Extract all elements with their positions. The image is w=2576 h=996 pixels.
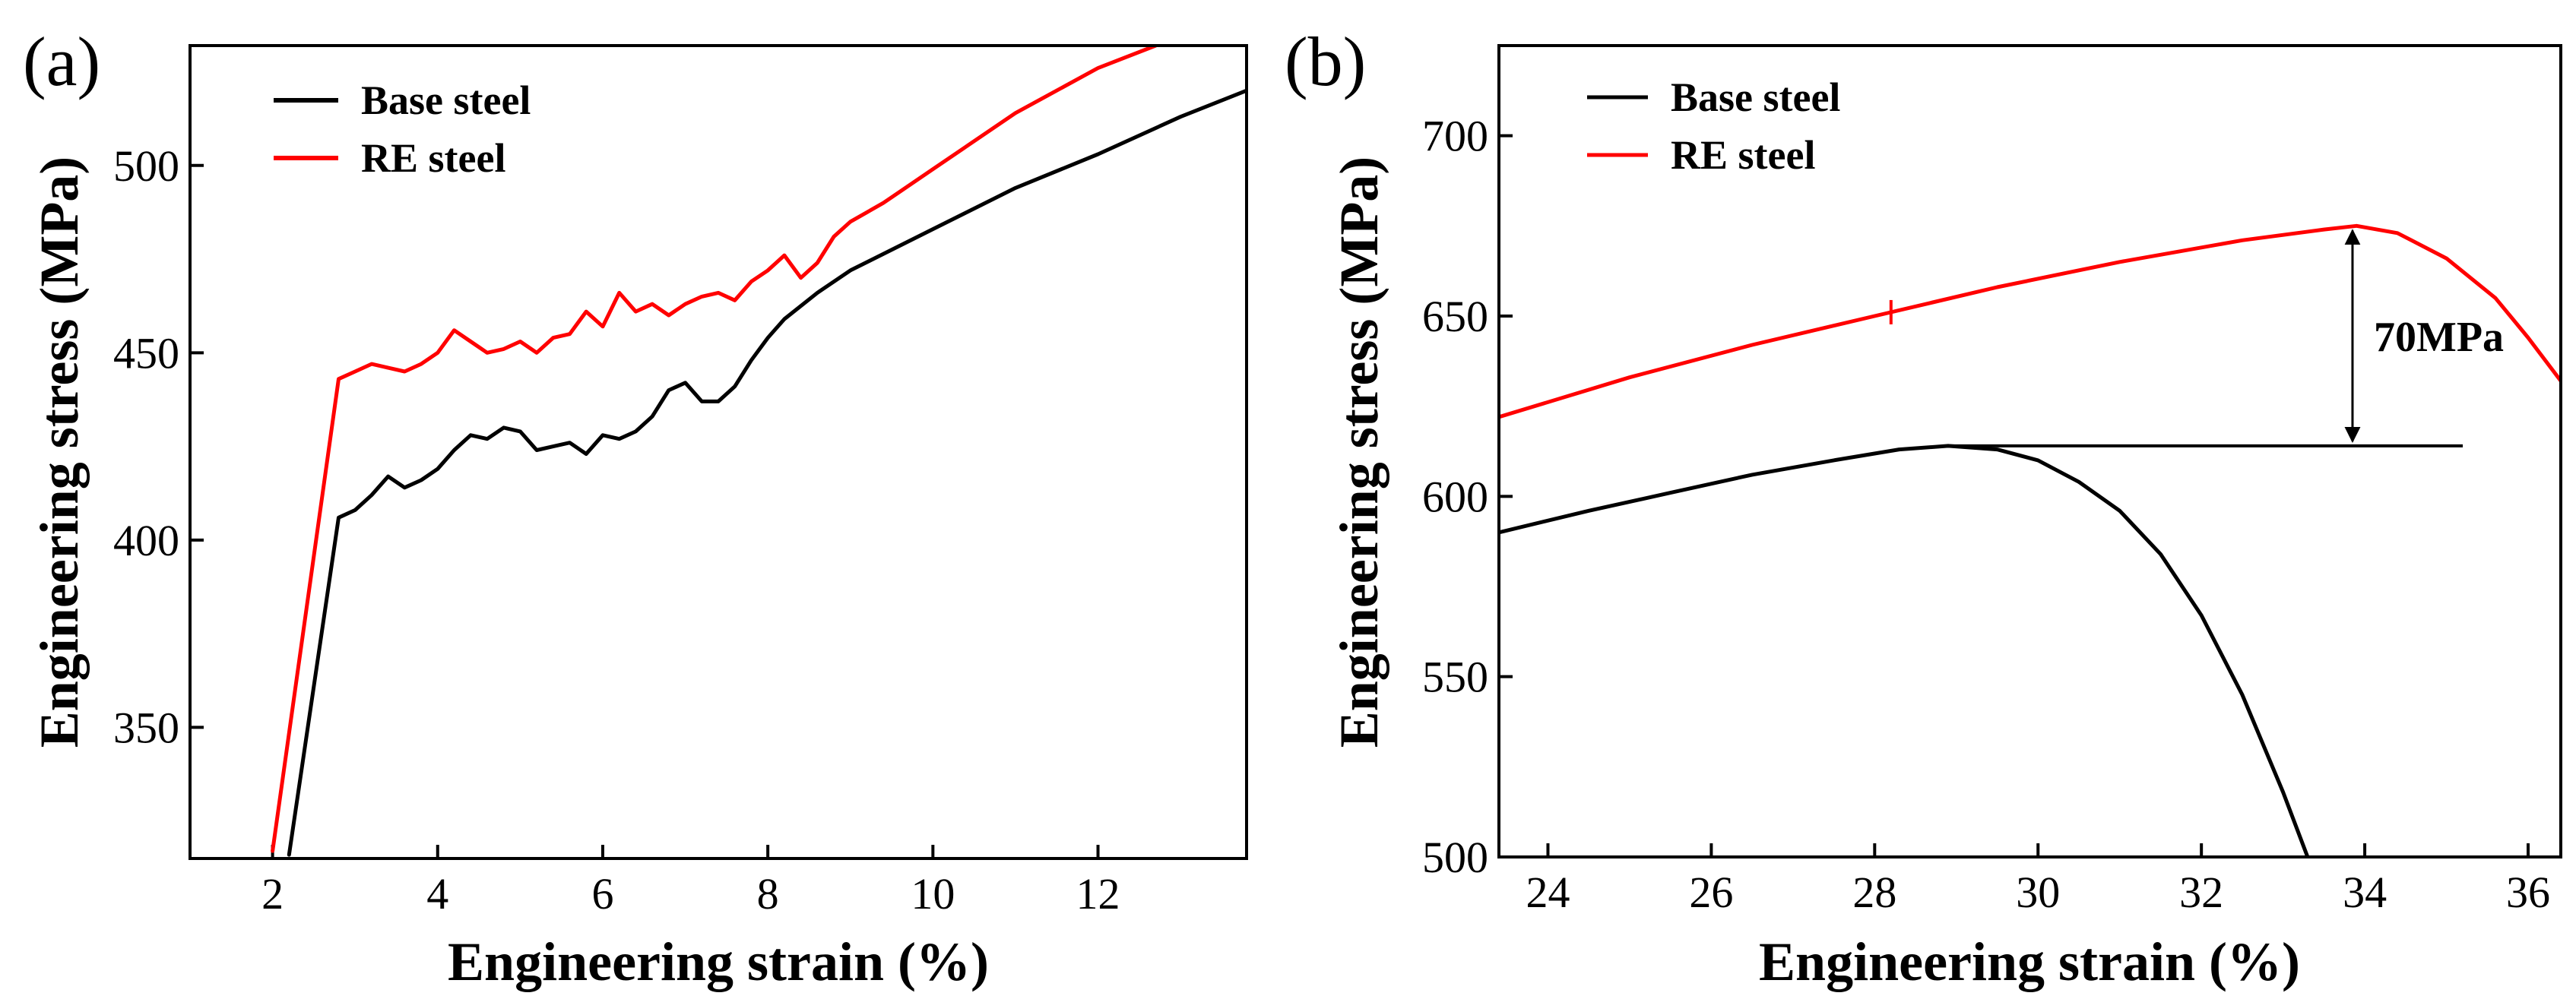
legend-label-re-b: RE steel: [1671, 132, 1815, 178]
y-axis-title-b: Engineering stress (MPa): [1329, 157, 1389, 748]
series-line-b-base-steel: [1499, 444, 2310, 857]
y-tick-label-a-3: 500: [113, 141, 179, 191]
x-tick-label-b-3: 30: [2016, 868, 2060, 917]
legend-b: Base steel RE steel: [1587, 74, 1840, 178]
annotation-group-b: 70MPa: [1889, 229, 2504, 447]
series-line-a-re-steel: [271, 46, 1158, 853]
legend-label-base-a: Base steel: [361, 77, 531, 123]
y-tick-label-a-2: 450: [113, 328, 179, 378]
series-line-a-base-steel: [287, 88, 1247, 857]
y-axis-title-a: Engineering stress (MPa): [29, 157, 90, 748]
y-tick-label-b-4: 700: [1422, 112, 1488, 161]
difference-label: 70MPa: [2374, 314, 2504, 361]
legend-label-base-b: Base steel: [1671, 74, 1840, 120]
x-tick-label-b-2: 28: [1852, 868, 1896, 917]
y-tick-label-b-0: 500: [1422, 833, 1488, 882]
x-tick-label-a-2: 6: [591, 869, 613, 919]
x-tick-label-a-1: 4: [426, 869, 448, 919]
plot-frame-a: [189, 44, 1248, 860]
panel-label-b: (b): [1285, 23, 1366, 100]
series-a: [271, 46, 1247, 857]
series-line-b-re-steel: [1499, 223, 2561, 419]
x-tick-label-b-1: 26: [1689, 868, 1733, 917]
tick-labels-b: 24 26 28 30 32 34 36 500 550 600 650 700: [1422, 112, 2550, 917]
panel-label-a: (a): [23, 23, 100, 100]
y-tick-label-b-3: 650: [1422, 292, 1488, 341]
x-tick-label-a-0: 2: [261, 869, 284, 919]
series-b: [1499, 223, 2561, 857]
tick-labels-a: 2 4 6 8 10 12 350 400 450 500: [113, 141, 1120, 919]
plot-frame-b: [1497, 44, 2562, 858]
x-tick-label-b-5: 34: [2343, 868, 2387, 917]
x-tick-label-b-6: 36: [2506, 868, 2550, 917]
x-tick-label-a-3: 8: [757, 869, 779, 919]
legend-label-re-a: RE steel: [361, 135, 505, 181]
x-tick-label-a-5: 12: [1076, 869, 1120, 919]
ticks-a: [190, 163, 1100, 858]
y-tick-label-a-1: 400: [113, 516, 179, 565]
x-tick-label-b-0: 24: [1526, 868, 1570, 917]
panel-a: (a) 2 4 6 8 10 12 350 400 450 500 Engineering str…: [23, 23, 1248, 992]
legend-a: Base steel RE steel: [274, 77, 531, 181]
y-tick-label-a-0: 350: [113, 703, 179, 752]
x-tick-label-b-4: 32: [2179, 868, 2223, 917]
x-axis-title-a: Engineering strain (%): [448, 931, 989, 992]
y-tick-label-b-2: 600: [1422, 472, 1488, 521]
x-tick-label-a-4: 10: [911, 869, 955, 919]
y-tick-label-b-1: 550: [1422, 653, 1488, 702]
x-axis-title-b: Engineering strain (%): [1759, 931, 2300, 992]
